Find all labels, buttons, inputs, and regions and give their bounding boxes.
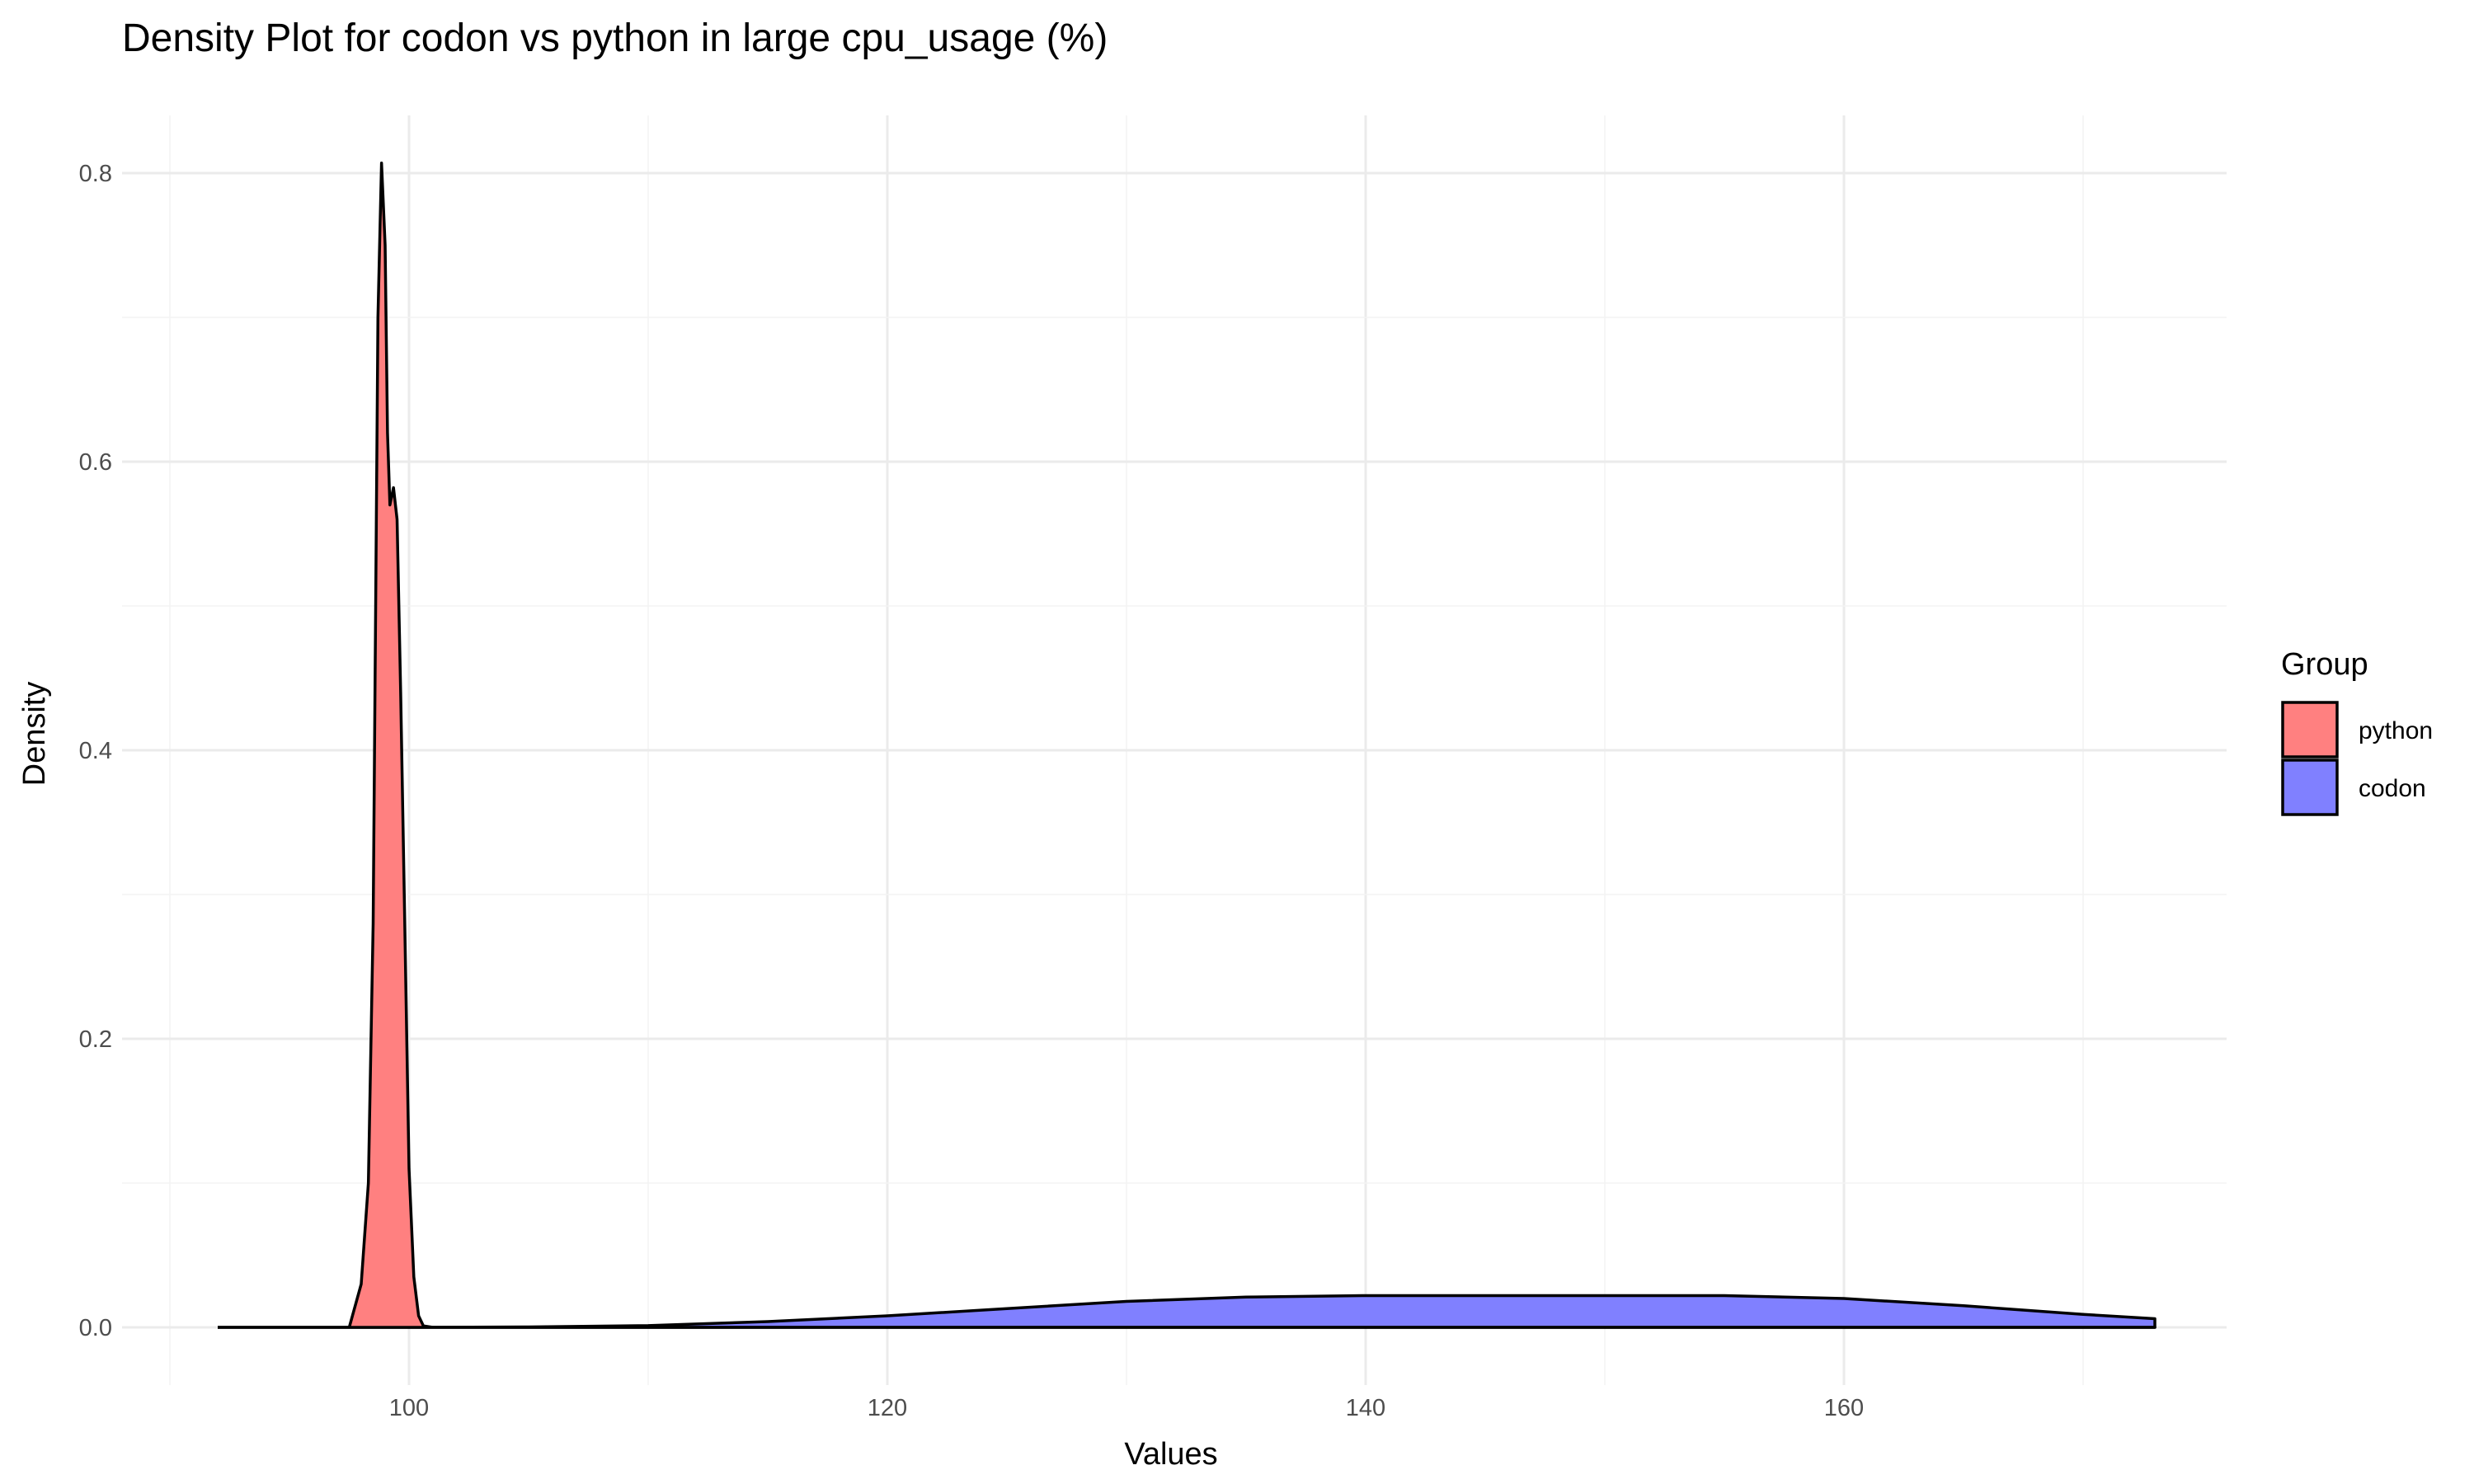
y-tick-label: 0.2	[79, 1026, 112, 1053]
density-line-python	[218, 162, 2157, 1329]
density-area-codon	[218, 1295, 2155, 1327]
x-axis-title: Values	[1124, 1437, 1217, 1472]
y-axis-title: Density	[17, 682, 52, 787]
x-axis-ticks: 100 120 140 160	[389, 1395, 1864, 1421]
y-tick-label: 0.4	[79, 738, 112, 764]
y-tick-label: 0.8	[79, 161, 112, 187]
x-tick-label: 100	[389, 1395, 429, 1421]
legend-swatch-codon	[2281, 758, 2339, 816]
legend-label-codon: codon	[2359, 775, 2426, 802]
legend-title: Group	[2281, 647, 2368, 682]
density-area-python	[218, 162, 2155, 1327]
chart-title: Density Plot for codon vs python in larg…	[122, 16, 1108, 60]
y-tick-label: 0.0	[79, 1315, 112, 1341]
legend-swatch-python	[2281, 701, 2339, 758]
y-axis-ticks: 0.0 0.2 0.4 0.6 0.8	[79, 161, 112, 1341]
x-tick-label: 120	[868, 1395, 907, 1421]
legend-label-python: python	[2359, 717, 2433, 744]
y-tick-label: 0.6	[79, 449, 112, 476]
density-line-codon	[218, 1294, 2157, 1329]
density-areas	[218, 162, 2157, 1329]
grid	[122, 115, 2227, 1385]
legend: Group python codon	[2281, 647, 2433, 816]
x-tick-label: 140	[1346, 1395, 1385, 1421]
x-tick-label: 160	[1824, 1395, 1864, 1421]
